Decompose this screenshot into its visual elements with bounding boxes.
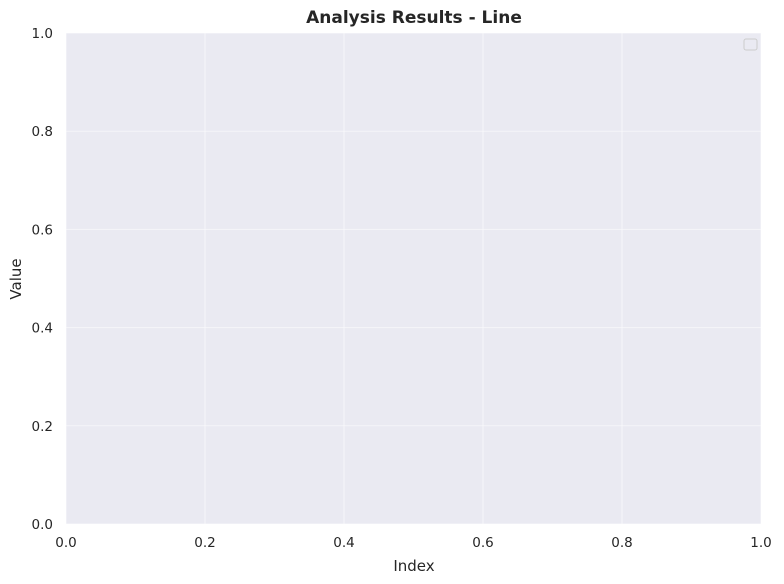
y-tick-label: 0.8 [32, 124, 53, 140]
y-axis-label: Value [7, 258, 25, 299]
x-tick-label: 0.4 [333, 535, 354, 551]
plot-area [66, 33, 761, 524]
x-tick-label: 0.8 [611, 535, 632, 551]
y-tick-label: 0.6 [32, 222, 53, 238]
y-tick-label: 0.2 [32, 419, 53, 435]
legend-box [743, 38, 758, 51]
x-tick-label: 1.0 [750, 535, 771, 551]
chart-title: Analysis Results - Line [306, 8, 522, 28]
x-gridlines [65, 33, 762, 524]
y-tick-label: 0.4 [32, 321, 53, 337]
x-axis-label: Index [393, 557, 434, 575]
x-tick-label: 0.2 [194, 535, 215, 551]
y-tick-label: 0.0 [32, 517, 53, 533]
y-tick-label: 1.0 [32, 26, 53, 42]
x-axis-ticks: 0.0 0.2 0.4 0.6 0.8 1.0 [55, 535, 771, 551]
y-gridlines [66, 32, 761, 525]
y-axis-ticks: 0.0 0.2 0.4 0.6 0.8 1.0 [32, 26, 53, 533]
x-tick-label: 0.6 [472, 535, 493, 551]
x-tick-label: 0.0 [55, 535, 76, 551]
